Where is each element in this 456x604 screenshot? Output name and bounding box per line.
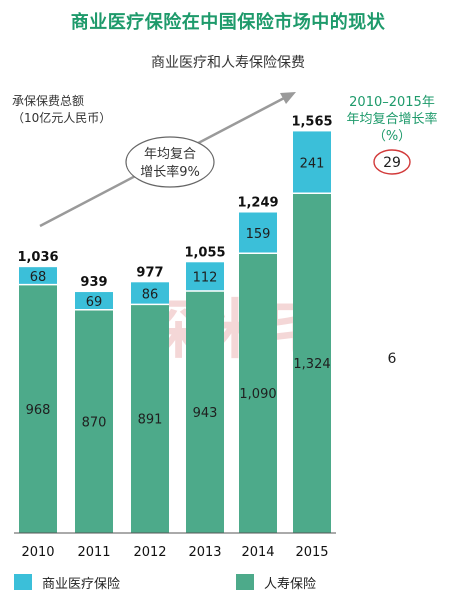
x-tick-2014: 2014 — [241, 545, 274, 560]
bar-health-2013 — [186, 262, 224, 292]
legend-label-life: 人寿保险 — [264, 577, 316, 592]
x-tick-2015: 2015 — [295, 545, 328, 560]
legend-swatch-life — [236, 574, 254, 590]
bar-life-2010 — [19, 284, 57, 533]
label-total-2012: 977 — [136, 265, 163, 280]
label-life-2013: 943 — [193, 406, 218, 421]
x-tick-2012: 2012 — [133, 545, 166, 560]
label-total-2015: 1,565 — [291, 114, 332, 129]
label-health-2012: 86 — [142, 287, 159, 302]
x-tick-2011: 2011 — [77, 545, 110, 560]
y-axis-label-line1: 承保保费总额 — [12, 94, 85, 108]
cagr-header-line3: （%） — [372, 129, 412, 144]
cagr-annotation-line1: 年均复合 — [144, 147, 196, 162]
chart-subtitle: 商业医疗和人寿保险保费 — [151, 55, 305, 71]
cagr-annotation-line2: 增长率9% — [140, 164, 200, 180]
bar-health-2015 — [293, 131, 331, 194]
bar-health-2010 — [19, 267, 57, 285]
label-life-2012: 891 — [138, 413, 163, 428]
legend-swatch-health — [14, 574, 32, 590]
bar-health-2012 — [131, 282, 169, 305]
label-health-2010: 68 — [30, 270, 47, 285]
bar-life-2014 — [239, 253, 277, 533]
label-health-2015: 241 — [300, 156, 325, 171]
bar-health-2014 — [239, 212, 277, 254]
cagr-header: 2010–2015年 年均复合增长率 （%） — [328, 94, 456, 145]
cagr-header-line1: 2010–2015年 — [349, 95, 435, 110]
label-health-2011: 69 — [86, 295, 103, 310]
label-life-2010: 968 — [26, 403, 51, 418]
cagr-health-value: 29 — [383, 155, 401, 171]
label-life-2011: 870 — [82, 415, 107, 430]
bar-life-2012 — [131, 304, 169, 533]
x-tick-2010: 2010 — [21, 545, 54, 560]
trend-arrow-head — [280, 92, 296, 104]
x-tick-2013: 2013 — [188, 545, 221, 560]
label-total-2011: 939 — [80, 275, 107, 290]
label-health-2014: 159 — [246, 227, 271, 242]
bar-life-2015 — [293, 193, 331, 533]
y-axis-label: 承保保费总额 （10亿元人民币） — [12, 93, 111, 127]
cagr-life-value: 6 — [388, 351, 397, 367]
label-total-2013: 1,055 — [184, 245, 225, 260]
chart-title: 商业医疗保险在中国保险市场中的现状 — [70, 12, 386, 33]
legend-label-health: 商业医疗保险 — [42, 577, 120, 592]
label-life-2015: 1,324 — [293, 357, 330, 372]
bar-life-2013 — [186, 291, 224, 533]
bar-life-2011 — [75, 309, 113, 533]
label-health-2013: 112 — [193, 271, 218, 286]
bar-health-2011 — [75, 292, 113, 310]
cagr-health-circle — [373, 149, 411, 175]
y-axis-label-line2: （10亿元人民币） — [12, 111, 112, 125]
label-total-2014: 1,249 — [237, 196, 278, 211]
label-life-2014: 1,090 — [239, 387, 276, 402]
label-total-2010: 1,036 — [17, 250, 58, 265]
cagr-annotation-ellipse — [125, 136, 215, 188]
cagr-header-line2: 年均复合增长率 — [346, 112, 438, 127]
